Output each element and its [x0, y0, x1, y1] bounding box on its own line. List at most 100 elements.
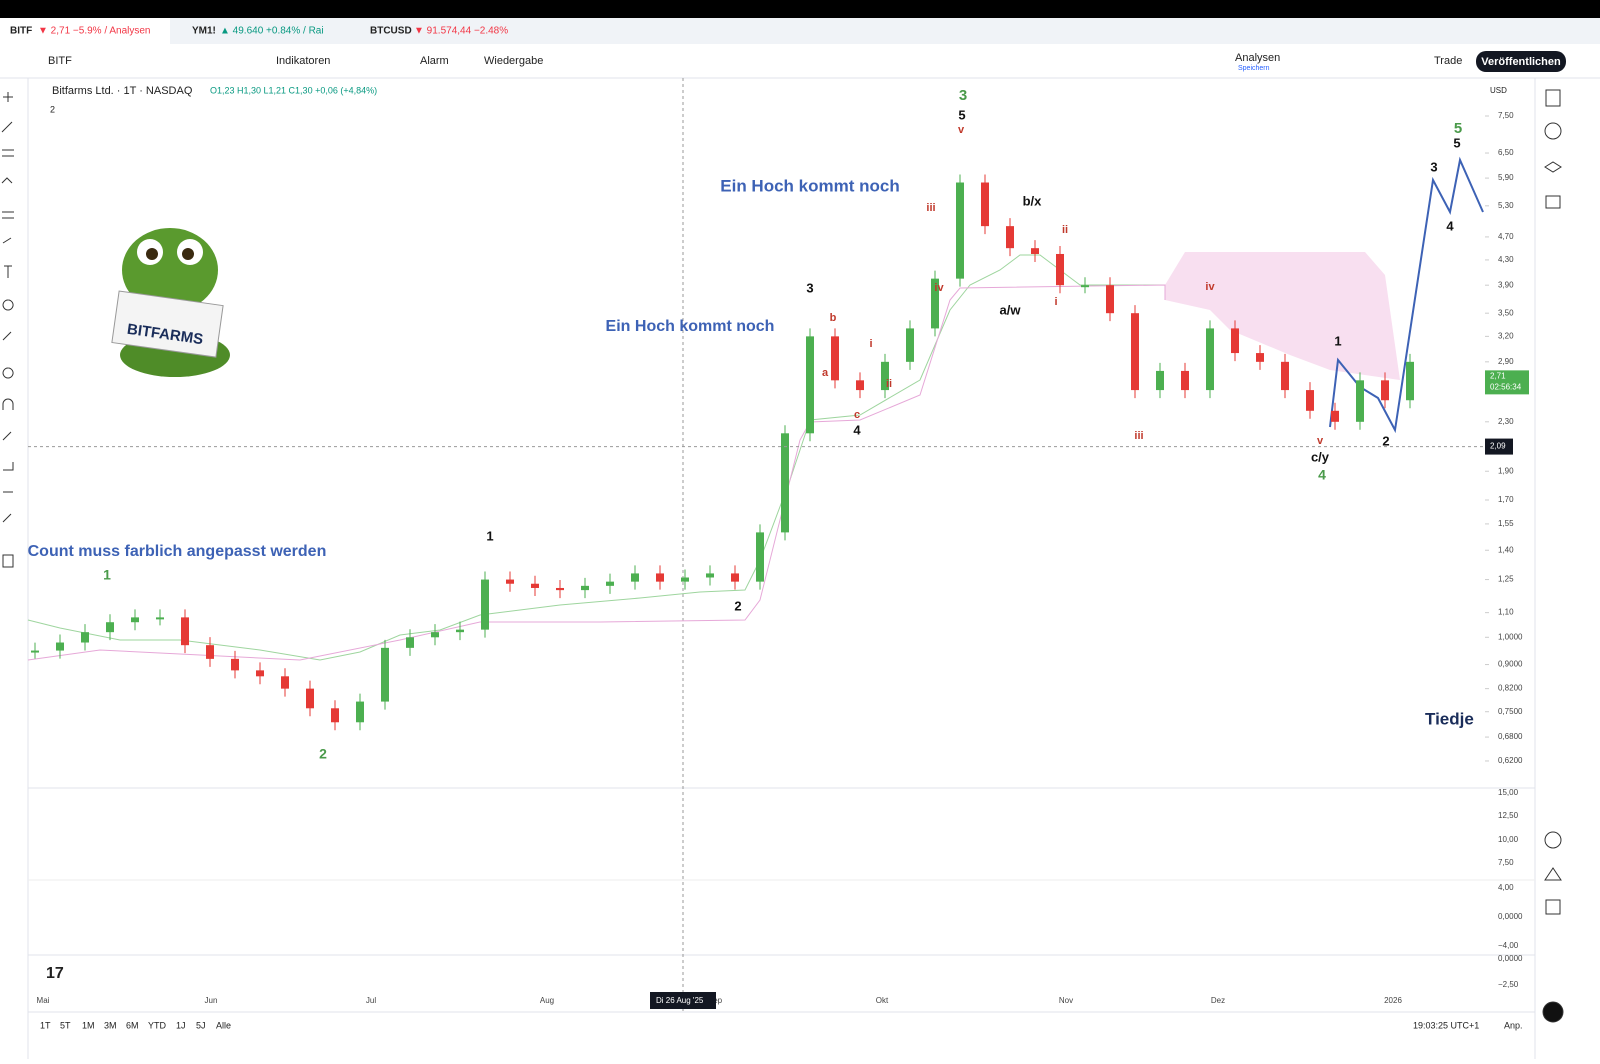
- candle: [481, 579, 489, 630]
- save-status: Speichern: [1238, 65, 1270, 72]
- range-button[interactable]: 5J: [196, 1020, 206, 1030]
- y-tick-label: 0,8200: [1498, 684, 1523, 693]
- annotation: 1: [1334, 333, 1341, 348]
- annotation: iii: [1134, 430, 1143, 442]
- range-button[interactable]: 3M: [104, 1020, 117, 1030]
- right-sidebar: [1542, 89, 1564, 1023]
- annotation: iii: [926, 202, 935, 214]
- y-tick-label: 3,50: [1498, 308, 1514, 317]
- date-badge: [650, 992, 716, 1009]
- y-tick-label: 1,40: [1498, 545, 1514, 554]
- annotation: a/w: [1000, 302, 1022, 317]
- y-tick-label: 1,55: [1498, 519, 1514, 528]
- candle: [1006, 226, 1014, 249]
- toolbar-button[interactable]: BITF: [48, 55, 72, 67]
- candle: [1056, 253, 1064, 286]
- y-tick-label: 4,30: [1498, 255, 1514, 264]
- toolbar-button[interactable]: Trade: [1434, 55, 1462, 67]
- candle: [1331, 410, 1339, 422]
- publish-button[interactable]: [1476, 51, 1566, 72]
- annotation: 4: [1446, 218, 1454, 233]
- y-tick-label: 7,50: [1498, 111, 1514, 120]
- cloud-edge: [27, 254, 1165, 661]
- annotation: 4: [1318, 467, 1326, 483]
- candle: [556, 587, 564, 591]
- annotation: 5: [958, 107, 965, 122]
- candle: [1356, 380, 1364, 422]
- candle: [1206, 328, 1214, 391]
- candle: [631, 573, 639, 582]
- y-tick-label: 1,10: [1498, 608, 1514, 617]
- candle: [1181, 370, 1189, 391]
- candle: [1406, 361, 1414, 401]
- candle: [156, 617, 164, 620]
- annotation: 1: [486, 528, 493, 543]
- candle: [731, 573, 739, 582]
- brand: Tiedje: [1425, 709, 1474, 728]
- candle: [206, 645, 214, 659]
- range-button[interactable]: 1J: [176, 1020, 186, 1030]
- annotation: 3: [1430, 159, 1437, 174]
- annotation: 2: [734, 598, 741, 613]
- range-button[interactable]: YTD: [148, 1020, 167, 1030]
- y-tick-label: 2,90: [1498, 357, 1514, 366]
- tab-symbol[interactable]: YM1!: [192, 26, 216, 37]
- y-tick-label: 2,30: [1498, 417, 1514, 426]
- layout-button[interactable]: Analysen: [1235, 52, 1280, 64]
- x-tick-label: Mai: [37, 996, 50, 1005]
- publish-button-label[interactable]: Veröffentlichen: [1481, 56, 1561, 68]
- toolbar-button[interactable]: Indikatoren: [276, 55, 330, 67]
- annotation: 3: [959, 87, 967, 104]
- tab-quote[interactable]: ▼ 91.574,44 −2.48%: [414, 26, 508, 37]
- tv-logo: 17: [46, 965, 64, 982]
- legend-collapse[interactable]: 2: [50, 104, 55, 114]
- annotation: Count muss farblich angepasst werden: [28, 543, 327, 560]
- tab-symbol[interactable]: BTCUSD: [370, 26, 412, 37]
- indicator-tick-label: −4,00: [1498, 941, 1519, 950]
- candle: [1031, 248, 1039, 254]
- top-bar: [0, 0, 1600, 18]
- candle: [356, 701, 364, 723]
- annotation: a: [822, 367, 829, 379]
- last-price-badge: [1485, 370, 1529, 395]
- annotation: b/x: [1023, 193, 1043, 208]
- candle: [681, 577, 689, 582]
- range-button[interactable]: 1T: [40, 1020, 51, 1030]
- candle: [81, 632, 89, 643]
- candle: [306, 688, 314, 709]
- legend-title: Bitfarms Ltd. · 1T · NASDAQ: [52, 85, 193, 97]
- tab-quote[interactable]: ▲ 49.640 +0.84% / Rai: [220, 26, 324, 37]
- range-button[interactable]: 1M: [82, 1020, 95, 1030]
- candle: [56, 642, 64, 651]
- candle: [906, 328, 914, 362]
- crosshair-badge: [1485, 438, 1513, 455]
- candle: [281, 676, 289, 689]
- candle: [656, 573, 664, 582]
- legend-ohlc: O1,23 H1,30 L1,21 C1,30 +0,06 (+4,84%): [210, 85, 377, 95]
- y-tick-label: 0,6800: [1498, 732, 1523, 741]
- annotation: 5: [1453, 135, 1460, 150]
- range-button[interactable]: 5T: [60, 1020, 71, 1030]
- range-button[interactable]: Alle: [216, 1020, 231, 1030]
- tab-symbol[interactable]: BITF: [10, 26, 32, 37]
- candle: [1106, 285, 1114, 314]
- candle: [931, 278, 939, 329]
- x-tick-label: 2026: [1384, 996, 1402, 1005]
- range-button[interactable]: 6M: [126, 1020, 139, 1030]
- annotation: c: [854, 409, 860, 421]
- annotation: ii: [886, 378, 892, 390]
- candle: [31, 650, 39, 653]
- tab-quote[interactable]: ▼ 2,71 −5.9% / Analysen: [38, 26, 150, 37]
- y-tick-label: 0,6200: [1498, 756, 1523, 765]
- candle: [956, 182, 964, 279]
- toolbar-button[interactable]: Wiedergabe: [484, 55, 543, 67]
- cloud-edge: [27, 284, 1166, 661]
- indicator-tick-label: 4,00: [1498, 883, 1514, 892]
- auto-scale[interactable]: Anp.: [1504, 1020, 1523, 1030]
- annotation: 4: [853, 422, 861, 437]
- toolbar-button[interactable]: Alarm: [420, 55, 449, 67]
- candle: [706, 573, 714, 578]
- candle: [131, 617, 139, 623]
- active-tab[interactable]: [0, 18, 170, 44]
- candle: [1381, 380, 1389, 401]
